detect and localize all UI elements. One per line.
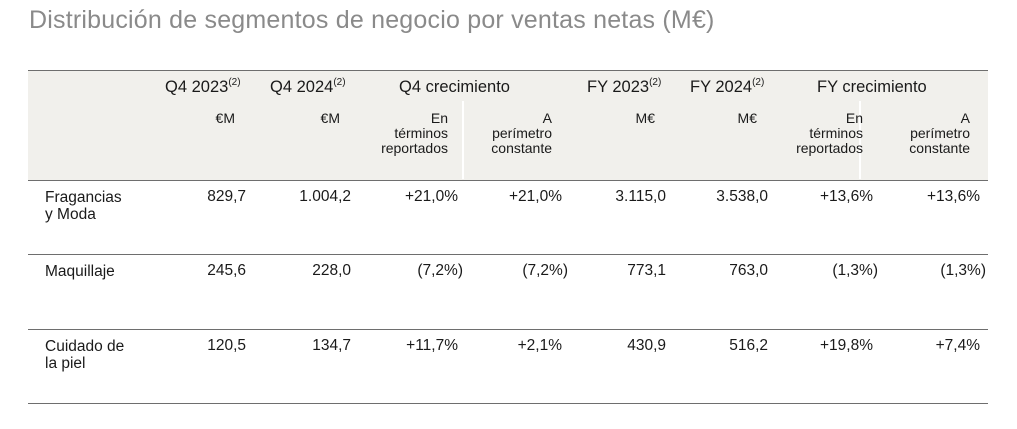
header-q4-2023: Q4 2023(2) xyxy=(165,77,241,96)
cell-q4-constant: (7,2%) xyxy=(522,262,568,279)
cell-q4-reported: +21,0% xyxy=(404,188,458,205)
header-fy-2023: FY 2023(2) xyxy=(587,77,662,96)
row-divider xyxy=(28,329,988,330)
cell-fy-reported: (1,3%) xyxy=(832,262,878,279)
row-label-cuidado: Cuidado de la piel xyxy=(45,338,125,372)
table-title: Distribución de segmentos de negocio por… xyxy=(29,6,715,34)
header-fy-growth: FY crecimiento xyxy=(817,78,927,96)
cell-q4-2024: 1.004,2 xyxy=(299,188,351,205)
unit-q4-2023: €M xyxy=(215,110,235,126)
row-label-maquillaje: Maquillaje xyxy=(45,263,115,280)
cell-fy-reported: +19,8% xyxy=(819,337,873,354)
unit-fy-2023: M€ xyxy=(635,110,655,126)
cell-fy-2023: 430,9 xyxy=(627,337,666,354)
row-divider xyxy=(28,180,988,181)
cell-q4-2024: 134,7 xyxy=(312,337,351,354)
unit-q4-2024: €M xyxy=(320,110,340,126)
cell-fy-2023: 3.115,0 xyxy=(615,188,666,205)
cell-fy-2023: 773,1 xyxy=(627,262,666,279)
table-bottom-rule xyxy=(28,403,988,404)
cell-fy-reported: +13,6% xyxy=(819,188,873,205)
header-fy-2024: FY 2024(2) xyxy=(690,77,765,96)
header-q4-growth: Q4 crecimiento xyxy=(399,78,510,96)
row-divider xyxy=(28,254,988,255)
subheader-fy-reported: En términos reportados xyxy=(796,110,863,156)
cell-fy-constant: +13,6% xyxy=(926,188,980,205)
cell-q4-2023: 245,6 xyxy=(207,262,246,279)
cell-q4-constant: +2,1% xyxy=(517,337,562,354)
table-header-band xyxy=(28,70,988,181)
subheader-q4-reported: En términos reportados xyxy=(381,110,448,156)
row-label-fragancias: Fragancias y Moda xyxy=(45,189,122,223)
cell-q4-2023: 120,5 xyxy=(207,337,246,354)
cell-fy-2024: 516,2 xyxy=(729,337,768,354)
header-q4-2024: Q4 2024(2) xyxy=(270,77,346,96)
cell-q4-reported: (7,2%) xyxy=(417,262,463,279)
cell-q4-2023: 829,7 xyxy=(207,188,246,205)
cell-fy-constant: (1,3%) xyxy=(940,262,986,279)
cell-fy-2024: 3.538,0 xyxy=(716,188,768,205)
cell-q4-constant: +21,0% xyxy=(508,188,562,205)
unit-fy-2024: M€ xyxy=(737,110,757,126)
cell-q4-reported: +11,7% xyxy=(406,337,458,354)
cell-fy-2024: 763,0 xyxy=(729,262,768,279)
column-separator xyxy=(859,101,861,179)
cell-q4-2024: 228,0 xyxy=(312,262,351,279)
cell-fy-constant: +7,4% xyxy=(935,337,980,354)
column-separator xyxy=(462,101,464,179)
